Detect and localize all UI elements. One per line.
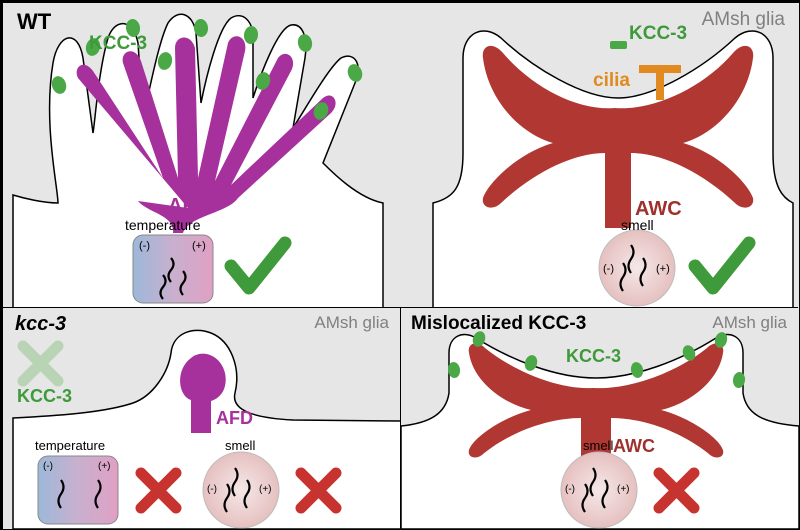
smell-plus-tr: (+): [656, 263, 670, 275]
smell-minus-tr: (-): [603, 263, 614, 275]
afd-label: AFD: [168, 195, 209, 218]
diagram-container: WT AMsh glia KCC-3 AFD temperature (-) (…: [0, 0, 800, 530]
panel-kcc3-knockout: kcc-3 AMsh glia KCC-3 AFD temperature (-…: [2, 307, 400, 528]
kcc3-label-left: KCC-3: [89, 33, 147, 55]
kcc3-label-br: KCC-3: [566, 346, 621, 367]
panel-wt: WT AMsh glia KCC-3 AFD temperature (-) (…: [2, 2, 798, 307]
smell-label-bl: smell: [225, 438, 255, 453]
cilia-label: cilia: [593, 70, 630, 92]
smell-minus-bl: (-): [207, 484, 217, 495]
temp-plus: (+): [192, 240, 206, 252]
smell-label-right: smell: [621, 217, 654, 233]
temp-plus-bl: (+): [98, 461, 111, 472]
bottom-right-svg: [401, 308, 799, 529]
misloc-title: Mislocalized KCC-3: [411, 313, 586, 335]
kcc3-label-right: KCC-3: [629, 23, 687, 45]
smell-label-br: smell: [583, 438, 613, 453]
bottom-left-svg: [3, 308, 401, 529]
temp-label-bl: temperature: [35, 438, 105, 453]
glia-label-bl: AMsh glia: [314, 313, 389, 333]
glia-label-top: AMsh glia: [702, 9, 785, 31]
smell-minus-br: (-): [565, 484, 575, 495]
smell-plus-br: (+): [617, 484, 630, 495]
temp-label: temperature: [125, 217, 200, 233]
kcc3-green-label: KCC-3: [17, 386, 72, 407]
panel-mislocalized: Mislocalized KCC-3 AMsh glia KCC-3 AWC s…: [400, 307, 798, 528]
kcc3-ko-label: kcc-3: [15, 313, 66, 336]
afd-label-bl: AFD: [216, 408, 253, 429]
temp-minus: (-): [139, 240, 150, 252]
smell-plus-bl: (+): [259, 484, 272, 495]
wt-label: WT: [17, 9, 51, 35]
awc-label-br: AWC: [613, 436, 655, 457]
temp-minus-bl: (-): [43, 461, 53, 472]
glia-label-br: AMsh glia: [712, 313, 787, 333]
